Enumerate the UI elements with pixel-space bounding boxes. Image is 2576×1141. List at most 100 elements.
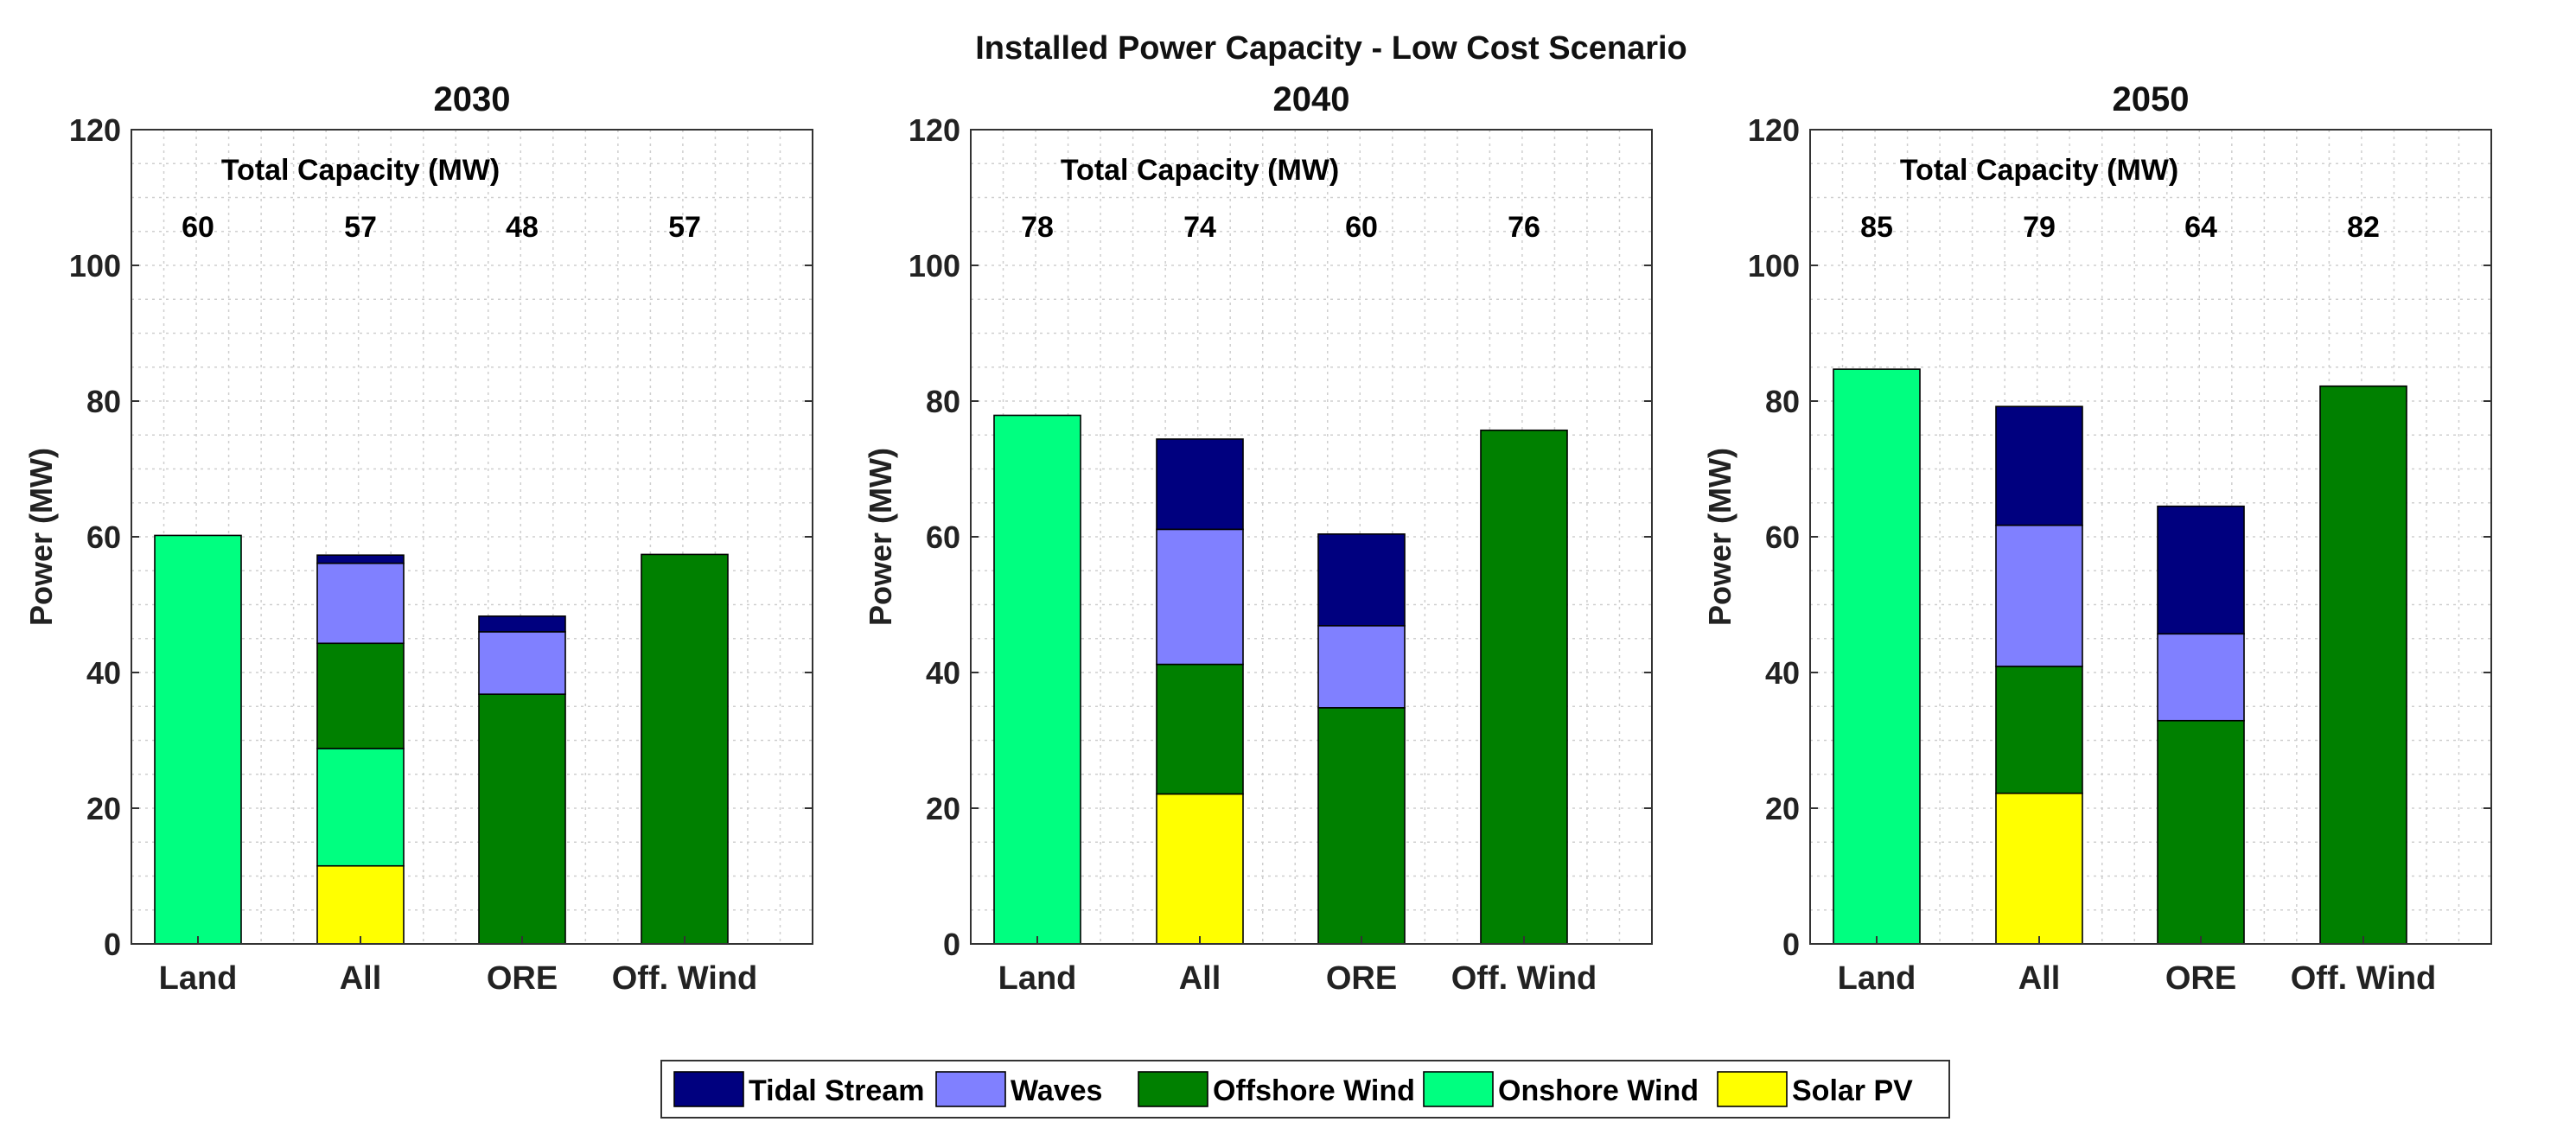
x-tick-label: ORE — [487, 960, 558, 997]
bar-2030-ore-waves — [478, 631, 566, 695]
legend-label: Tidal Stream — [749, 1074, 924, 1107]
bar-2040-all-offshore-wind — [1156, 663, 1244, 795]
bar-2050-all-offshore-wind — [1995, 666, 2083, 794]
chart-title: Installed Power Capacity - Low Cost Scen… — [975, 30, 1687, 67]
bar-2040-all-waves — [1156, 528, 1244, 666]
bar-2040-land-onshore-wind — [993, 414, 1081, 945]
bar-2030-all-solar-pv — [316, 864, 405, 945]
subplot-title: 2030 — [434, 80, 511, 118]
y-tick-label: 60 — [926, 520, 960, 555]
total-capacity-label: 57 — [668, 211, 701, 244]
legend-swatch — [1138, 1071, 1208, 1107]
total-capacity-label: 78 — [1021, 211, 1054, 244]
total-capacity-label: 85 — [1860, 211, 1893, 244]
x-tick-label: All — [1179, 960, 1221, 997]
y-tick-label: 80 — [86, 384, 121, 419]
y-tick-label: 100 — [1748, 248, 1800, 284]
y-tick-label: 60 — [1765, 520, 1800, 555]
x-tick-label: ORE — [1326, 960, 1397, 997]
total-capacity-label: 57 — [344, 211, 377, 244]
x-tick-label: All — [2018, 960, 2061, 997]
bar-2050-ore-tidal-stream — [2157, 505, 2245, 635]
bar-2030-all-tidal-stream — [316, 554, 405, 564]
x-tick-label: Land — [159, 960, 238, 997]
x-tick-label: Land — [1838, 960, 1916, 997]
y-axis-label: Power (MW) — [1702, 448, 1738, 626]
y-tick-label: 20 — [926, 791, 960, 826]
bar-2040-ore-waves — [1317, 625, 1406, 709]
subplot-title: 2040 — [1273, 80, 1350, 118]
subplot-title: 2050 — [2113, 80, 2190, 118]
bar-2030-ore-tidal-stream — [478, 615, 566, 633]
y-tick-label: 80 — [926, 384, 960, 419]
annotation-title: Total Capacity (MW) — [1061, 154, 1339, 187]
legend-label: Solar PV — [1792, 1074, 1913, 1107]
y-tick-label: 0 — [1782, 927, 1800, 962]
legend-label: Waves — [1011, 1074, 1102, 1107]
total-capacity-label: 76 — [1508, 211, 1540, 244]
y-axis-label: Power (MW) — [863, 448, 898, 626]
bar-2030-all-waves — [316, 562, 405, 645]
y-axis-label: Power (MW) — [23, 448, 59, 626]
x-tick-label: Off. Wind — [2291, 960, 2437, 997]
legend-entry-tidal-stream: Tidal Stream — [673, 1071, 924, 1107]
y-tick-label: 0 — [943, 927, 960, 962]
y-tick-label: 100 — [69, 248, 121, 284]
bar-2030-ore-offshore-wind — [478, 693, 566, 945]
legend-entry-offshore-wind: Offshore Wind — [1138, 1071, 1415, 1107]
y-tick-label: 80 — [1765, 384, 1800, 419]
panel-2030: 0 20 40 60 80 100 120 Land All ORE Off. Wind 2030 Po… — [23, 80, 813, 997]
y-tick-label: 60 — [86, 520, 121, 555]
bar-2040-all-tidal-stream — [1156, 438, 1244, 531]
y-tick-label: 100 — [909, 248, 960, 284]
legend-entry-onshore-wind: Onshore Wind — [1423, 1071, 1699, 1107]
total-capacity-label: 74 — [1183, 211, 1216, 244]
bar-2050-offwind-offshore-wind — [2319, 385, 2407, 945]
legend-swatch — [1717, 1071, 1788, 1107]
y-tick-label: 120 — [1748, 112, 1800, 148]
bar-2040-ore-tidal-stream — [1317, 533, 1406, 627]
total-capacity-label: 82 — [2347, 211, 2380, 244]
y-tick-label: 40 — [926, 655, 960, 691]
x-tick-label: Off. Wind — [1451, 960, 1597, 997]
legend-swatch — [1423, 1071, 1494, 1107]
bar-2030-all-onshore-wind — [316, 748, 405, 867]
legend-entry-waves: Waves — [935, 1071, 1102, 1107]
legend-swatch — [673, 1071, 744, 1107]
y-tick-label: 40 — [1765, 655, 1800, 691]
bar-2030-offwind-offshore-wind — [641, 553, 729, 945]
y-tick-label: 20 — [86, 791, 121, 826]
y-tick-label: 120 — [909, 112, 960, 148]
bar-2050-ore-offshore-wind — [2157, 719, 2245, 945]
annotation-title: Total Capacity (MW) — [1900, 154, 2178, 187]
legend: Tidal Stream Waves Offshore Wind Onshore Wi… — [660, 1060, 1950, 1119]
panel-2050: 0 20 40 60 80 100 120 Land All ORE Off. Wind 2050 Po… — [1702, 80, 2492, 997]
y-tick-label: 40 — [86, 655, 121, 691]
y-tick-label: 0 — [104, 927, 121, 962]
x-tick-label: Off. Wind — [612, 960, 758, 997]
bar-2050-all-tidal-stream — [1995, 405, 2083, 526]
total-capacity-label: 60 — [1345, 211, 1378, 244]
bar-2050-land-onshore-wind — [1833, 368, 1921, 945]
legend-label: Offshore Wind — [1213, 1074, 1415, 1107]
bar-2040-offwind-offshore-wind — [1480, 429, 1568, 945]
y-tick-label: 120 — [69, 112, 121, 148]
legend-label: Onshore Wind — [1498, 1074, 1699, 1107]
x-tick-label: ORE — [2165, 960, 2236, 997]
y-tick-label: 20 — [1765, 791, 1800, 826]
bar-2050-all-solar-pv — [1995, 792, 2083, 945]
bar-2030-land-onshore-wind — [154, 534, 242, 945]
annotation-title: Total Capacity (MW) — [221, 154, 500, 187]
bar-2050-all-waves — [1995, 524, 2083, 667]
bar-2030-all-offshore-wind — [316, 642, 405, 749]
bar-2040-all-solar-pv — [1156, 793, 1244, 945]
total-capacity-label: 64 — [2184, 211, 2217, 244]
x-tick-label: All — [340, 960, 382, 997]
x-tick-label: Land — [998, 960, 1077, 997]
legend-entry-solar-pv: Solar PV — [1717, 1071, 1913, 1107]
total-capacity-label: 60 — [182, 211, 214, 244]
bar-2040-ore-offshore-wind — [1317, 707, 1406, 945]
legend-swatch — [935, 1071, 1006, 1107]
